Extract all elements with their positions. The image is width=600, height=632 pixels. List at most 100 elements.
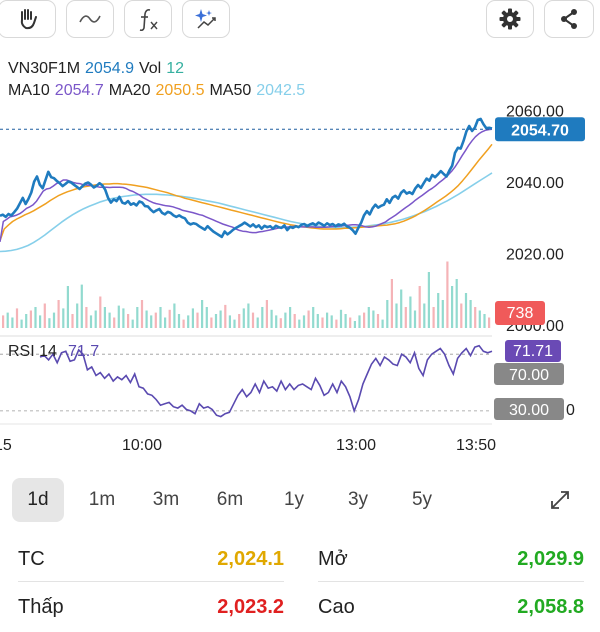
volume-bar (89, 315, 93, 328)
settings-button[interactable] (486, 0, 534, 38)
volume-bar (48, 318, 51, 328)
gear-icon (499, 8, 521, 30)
ma20-line (0, 143, 493, 242)
volume-bar (265, 300, 268, 328)
ma10-value: 2054.7 (54, 82, 104, 99)
price-value: 2054.9 (85, 60, 134, 77)
range-1y[interactable]: 1y (283, 489, 305, 510)
range-3m[interactable]: 3m (152, 489, 180, 510)
share-icon (561, 9, 577, 29)
ma20-value: 2050.5 (155, 82, 205, 99)
volume-bar (455, 279, 458, 328)
line-tool-button[interactable] (66, 0, 114, 38)
volume-bar (275, 315, 278, 328)
volume-bar (312, 307, 315, 328)
volume-bar (251, 312, 255, 328)
ma10-line (0, 128, 493, 243)
volume-bar (117, 305, 120, 328)
volume-bar (423, 303, 426, 328)
stat-label-open: Mở (318, 548, 348, 570)
volume-bar (261, 307, 264, 328)
volume-bar (376, 314, 380, 328)
volume-bar (140, 300, 144, 328)
volume-bar (372, 310, 375, 328)
volume-bar (256, 317, 259, 328)
stat-value-tc: 2,024.1 (217, 548, 284, 570)
volume-bar (390, 279, 393, 328)
volume-bar (168, 309, 171, 328)
volume-bar (177, 314, 181, 328)
volume-bar (122, 308, 125, 328)
volume-bar (131, 319, 134, 328)
rsi-badge-label: 71.71 (513, 343, 553, 360)
volume-bar (302, 315, 306, 328)
time-tick-label: 13:00 (336, 437, 376, 454)
indicator-button[interactable] (124, 0, 172, 38)
volume-bar (182, 319, 185, 328)
volume-bar (363, 312, 366, 328)
rsi-30-badge (494, 398, 564, 420)
volume-bar (136, 307, 139, 328)
ma50-label: MA50 (209, 82, 252, 99)
stats-row-2: Thấp 2,023.2 Cao 2,058.8 (0, 584, 600, 632)
volume-bar (43, 303, 46, 328)
ma50-value: 2042.5 (256, 82, 306, 99)
volume-bar (76, 303, 79, 328)
volume-bar (409, 296, 412, 328)
stat-value-low: 2,023.2 (217, 596, 284, 618)
legend-row-2: MA10 2054.7 MA20 2050.5 MA50 2042.5 (8, 82, 310, 100)
rsi-axis-tick: 0 (566, 402, 575, 419)
volume-bar (330, 315, 333, 328)
vol-label: Vol (138, 60, 162, 77)
hand-tool-button[interactable] (0, 0, 56, 38)
symbol-label: VN30F1M (8, 60, 81, 77)
volume-bar (400, 289, 403, 328)
volume-bar (488, 317, 491, 328)
price-line (0, 117, 493, 239)
share-button[interactable] (544, 0, 594, 38)
range-3y[interactable]: 3y (347, 489, 369, 510)
volume-bar (39, 315, 42, 328)
ma50-line (0, 172, 493, 253)
volume-bar (187, 315, 190, 328)
toolbar (0, 0, 600, 44)
volume-bar (238, 314, 241, 328)
volume-bar (6, 312, 9, 328)
volume-bar (460, 303, 463, 328)
range-1d[interactable]: 1d (12, 478, 64, 522)
volume-bar (214, 314, 218, 328)
volume-bar (164, 317, 167, 328)
range-1m[interactable]: 1m (88, 489, 116, 510)
stats-row-1: TC 2,024.1 Mở 2,029.9 (0, 536, 600, 584)
volume-bar (66, 286, 69, 328)
rsi-badge (505, 340, 561, 362)
rsi-70-label: 70.00 (509, 367, 549, 384)
time-tick-label: 10:00 (122, 437, 162, 454)
wave-icon (79, 15, 101, 23)
price-chart[interactable]: RSI 14 71.7 2060.002040.002020.002000.002… (0, 40, 600, 460)
expand-icon (551, 491, 569, 509)
volume-bar (279, 318, 282, 328)
volume-bar (326, 312, 329, 328)
rsi-value: 71.7 (68, 343, 99, 360)
volume-bar (307, 310, 310, 328)
volume-bar (483, 314, 486, 328)
stat-value-high: 2,058.8 (517, 596, 584, 618)
volume-bar (321, 317, 324, 328)
volume-bar (34, 307, 37, 328)
axes: 2060.002040.002020.002000.002054.7073871… (0, 103, 585, 454)
ai-analysis-button[interactable] (182, 0, 230, 38)
volume-bar (427, 272, 430, 328)
range-6m[interactable]: 6m (216, 489, 244, 510)
volume-bar (395, 303, 398, 328)
volume-bar (196, 312, 199, 328)
stat-label-high: Cao (318, 596, 355, 618)
volume-bar (228, 315, 231, 328)
volume-bar (367, 307, 370, 328)
volume-bar (15, 308, 19, 328)
expand-button[interactable] (538, 478, 582, 522)
volume-bar (247, 303, 250, 328)
volume-bar (219, 310, 222, 328)
range-5y[interactable]: 5y (411, 489, 433, 510)
volume-bar (316, 314, 319, 328)
